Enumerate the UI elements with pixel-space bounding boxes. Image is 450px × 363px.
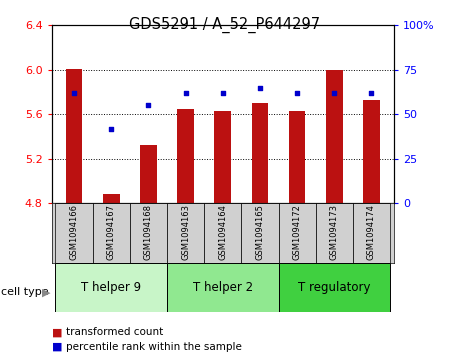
Point: [331, 90, 338, 96]
Text: GSM1094164: GSM1094164: [218, 204, 227, 260]
Bar: [279, 263, 390, 312]
Point: [256, 85, 264, 91]
Bar: [66, 69, 82, 203]
Text: GSM1094165: GSM1094165: [256, 204, 265, 260]
Point: [368, 90, 375, 96]
Text: T helper 9: T helper 9: [81, 281, 141, 294]
Bar: [289, 111, 306, 203]
Text: GSM1094167: GSM1094167: [107, 204, 116, 260]
Bar: [55, 263, 167, 312]
Bar: [252, 103, 268, 203]
Bar: [167, 203, 204, 263]
Bar: [353, 203, 390, 263]
Bar: [140, 146, 157, 203]
Bar: [316, 203, 353, 263]
Text: transformed count: transformed count: [66, 327, 163, 337]
Bar: [326, 70, 342, 203]
Text: GSM1094163: GSM1094163: [181, 204, 190, 260]
Text: GSM1094168: GSM1094168: [144, 204, 153, 260]
Text: GSM1094172: GSM1094172: [292, 204, 302, 260]
Text: GSM1094166: GSM1094166: [70, 204, 79, 260]
Text: cell type: cell type: [1, 287, 49, 297]
Text: GDS5291 / A_52_P644297: GDS5291 / A_52_P644297: [130, 16, 320, 33]
Text: ■: ■: [52, 327, 62, 337]
Bar: [103, 194, 120, 203]
Point: [293, 90, 301, 96]
Bar: [167, 263, 279, 312]
Bar: [363, 100, 380, 203]
Bar: [93, 203, 130, 263]
Bar: [130, 203, 167, 263]
Text: ■: ■: [52, 342, 62, 352]
Text: GSM1094174: GSM1094174: [367, 204, 376, 260]
Bar: [55, 203, 93, 263]
Bar: [204, 203, 241, 263]
Point: [182, 90, 189, 96]
Bar: [177, 109, 194, 203]
Text: T helper 2: T helper 2: [193, 281, 253, 294]
Bar: [214, 111, 231, 203]
Point: [71, 90, 78, 96]
Text: GSM1094173: GSM1094173: [330, 204, 339, 260]
Text: percentile rank within the sample: percentile rank within the sample: [66, 342, 242, 352]
Text: T regulatory: T regulatory: [298, 281, 370, 294]
Point: [108, 126, 115, 131]
Bar: [241, 203, 279, 263]
Point: [145, 102, 152, 108]
Bar: [279, 203, 316, 263]
Text: ▶: ▶: [42, 287, 50, 297]
Point: [219, 90, 226, 96]
